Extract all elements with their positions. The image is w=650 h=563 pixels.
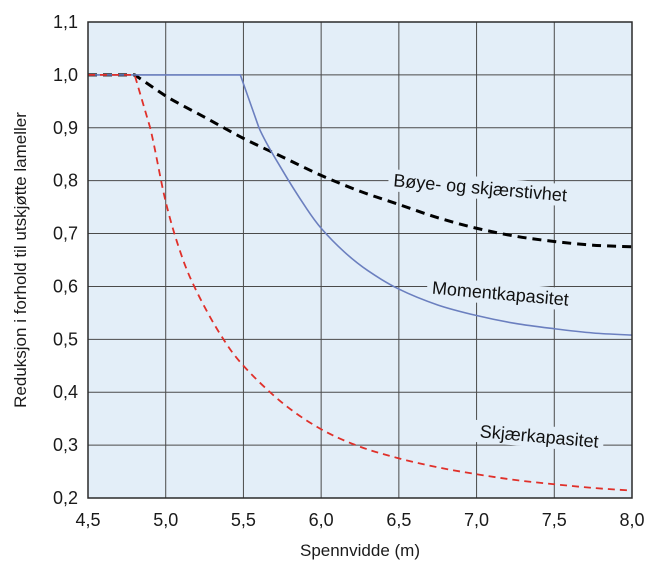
x-tick-label: 5,5 xyxy=(231,510,256,530)
y-tick-label: 0,8 xyxy=(53,171,78,191)
y-tick-label: 1,0 xyxy=(53,65,78,85)
y-tick-label: 1,1 xyxy=(53,12,78,32)
annotation-background xyxy=(426,276,575,312)
y-tick-label: 0,4 xyxy=(53,382,78,402)
y-axis-ticks: 0,2 0,3 0,4 0,5 0,6 0,7 0,8 0,9 1,0 1,1 xyxy=(53,12,78,508)
x-tick-label: 5,0 xyxy=(153,510,178,530)
x-tick-label: 7,5 xyxy=(542,510,567,530)
y-tick-label: 0,2 xyxy=(53,488,78,508)
series-line-2 xyxy=(88,74,633,336)
x-axis-label: Spennvidde (m) xyxy=(300,541,420,560)
annotation-background xyxy=(474,419,605,454)
y-tick-label: 0,7 xyxy=(53,224,78,244)
y-tick-label: 0,9 xyxy=(53,118,78,138)
series-line-3 xyxy=(88,73,633,492)
plot-area xyxy=(88,22,632,498)
annotation-background xyxy=(387,168,573,207)
x-axis-ticks: 4,5 5,0 5,5 6,0 6,5 7,0 7,5 8,0 xyxy=(75,510,644,530)
x-tick-label: 8,0 xyxy=(619,510,644,530)
series-lines xyxy=(88,73,633,492)
x-tick-label: 6,0 xyxy=(309,510,334,530)
x-tick-label: 4,5 xyxy=(75,510,100,530)
x-tick-label: 6,5 xyxy=(386,510,411,530)
y-tick-label: 0,6 xyxy=(53,276,78,296)
y-tick-label: 0,5 xyxy=(53,329,78,349)
plot-border xyxy=(87,21,633,499)
y-tick-label: 0,3 xyxy=(53,435,78,455)
series-line-1 xyxy=(88,73,633,249)
x-tick-label: 7,0 xyxy=(464,510,489,530)
y-axis-label: Reduksjon i forhold til utskjøtte lamell… xyxy=(11,112,30,408)
